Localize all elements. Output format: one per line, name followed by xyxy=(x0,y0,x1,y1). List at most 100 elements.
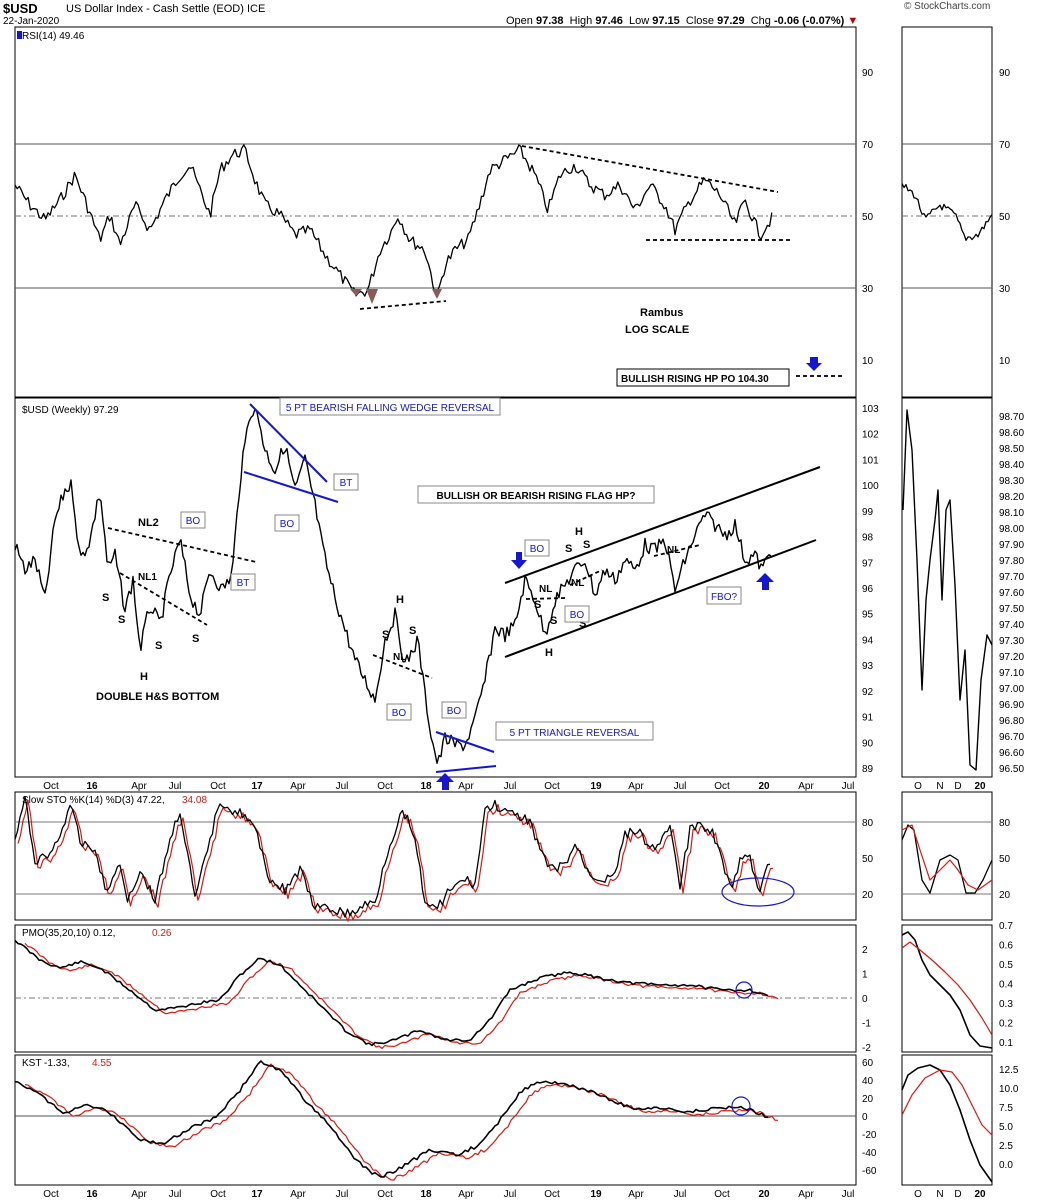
pmo-signal-line xyxy=(24,942,779,1050)
pmo-tick-label: -2 xyxy=(862,1043,871,1054)
price-tick-label: 103 xyxy=(862,404,879,415)
price-zoom-tick-label: 97.30 xyxy=(999,636,1024,647)
triangle-lower-line xyxy=(435,765,497,773)
x-tick-label: Apr xyxy=(131,781,147,792)
pmo-zoom-tick-label: 0.3 xyxy=(999,999,1013,1010)
flag-neckline-2 xyxy=(569,569,603,586)
x-tick-label: Oct xyxy=(210,781,226,792)
x-tick-label-bottom: Apr xyxy=(131,1189,147,1200)
x-tick-label-bottom: Apr xyxy=(798,1189,814,1200)
sto-k-line xyxy=(14,795,771,918)
sto-d-line xyxy=(17,799,774,922)
neckline-h-s-top xyxy=(372,654,433,679)
rsi-tick-label: 30 xyxy=(862,284,874,295)
x-tick-label: Jul xyxy=(842,781,855,792)
pmo-zoom-tick-label: 0.2 xyxy=(999,1019,1013,1030)
bullish-rising-hp-label: BULLISH RISING HP PO 104.30 xyxy=(621,374,769,385)
sto-zoom-tick-label: 20 xyxy=(999,890,1011,901)
sto-zoom-tick-label: 80 xyxy=(999,818,1011,829)
x-tick-label-bottom: Apr xyxy=(628,1189,644,1200)
price-zoom-tick-label: 96.60 xyxy=(999,748,1024,759)
kst-tick-label: 40 xyxy=(862,1076,874,1087)
price-tick-label: 90 xyxy=(862,738,874,749)
x-tick-label: Apr xyxy=(798,781,814,792)
kst-zoom-signal-line xyxy=(901,1069,993,1136)
down-arrow-icon: ▼ xyxy=(847,15,859,27)
x-tick-label-bottom: 17 xyxy=(251,1189,263,1200)
price-zoom-tick-label: 96.50 xyxy=(999,764,1024,775)
price-line xyxy=(14,408,772,764)
zoom-x-tick-label-bottom: 20 xyxy=(974,1189,986,1200)
kst-tick-label: -20 xyxy=(862,1130,877,1141)
x-tick-label: Apr xyxy=(458,781,474,792)
price-tick-label: 93 xyxy=(862,661,874,672)
price-zoom-line xyxy=(902,409,993,771)
zoom-panel-frame-pmo xyxy=(901,924,993,1053)
pmo-panel-label: PMO(35,20,10) 0.12, xyxy=(22,928,115,939)
shoulder-label: S xyxy=(102,592,109,604)
x-tick-label-bottom: Oct xyxy=(43,1189,59,1200)
bo-label-box xyxy=(180,511,206,529)
pmo-highlight-circle xyxy=(735,981,753,999)
bo-label: BO xyxy=(447,706,462,717)
price-tick-label: 100 xyxy=(862,481,879,492)
zoom-panel-frame-price xyxy=(901,397,993,778)
bo-label: BO xyxy=(570,610,585,621)
kst-panel-label: KST -1.33, xyxy=(22,1058,70,1069)
zoom-panel-frame-rsi xyxy=(901,26,993,398)
chart-date: 22-Jan-2020 xyxy=(3,16,60,27)
price-tick-label: 99 xyxy=(862,507,874,518)
x-tick-label: Oct xyxy=(714,781,730,792)
bo-label: BO xyxy=(186,516,201,527)
kst-zoom-tick-label: 0.0 xyxy=(999,1160,1013,1171)
wedge-lower-line xyxy=(243,471,339,503)
low-value: 97.15 xyxy=(652,15,680,27)
shoulder-label: S xyxy=(192,633,199,645)
bo-label-box xyxy=(386,703,412,721)
low-label: Low xyxy=(628,15,650,27)
sto-tick-label: 80 xyxy=(862,818,874,829)
price-tick-label: 96 xyxy=(862,584,874,595)
high-value: 97.46 xyxy=(595,15,623,27)
triangle-upper-line xyxy=(435,731,495,753)
price-zoom-tick-label: 97.50 xyxy=(999,604,1024,615)
price-zoom-tick-label: 96.70 xyxy=(999,732,1024,743)
kst-signal-line xyxy=(24,1063,779,1181)
flag-neckline-3 xyxy=(653,544,701,557)
price-zoom-tick-label: 98.10 xyxy=(999,508,1024,519)
high-label: High xyxy=(569,15,593,27)
x-tick-label-bottom: Oct xyxy=(544,1189,560,1200)
x-tick-label-bottom: Oct xyxy=(377,1189,393,1200)
zoom-x-tick-label: O xyxy=(914,781,922,792)
x-tick-label-bottom: 20 xyxy=(758,1189,770,1200)
nl-label: NL xyxy=(539,584,552,595)
x-tick-label-bottom: 18 xyxy=(420,1189,432,1200)
shoulder-label: S xyxy=(534,599,541,611)
sto-zoom-d-line xyxy=(901,824,993,891)
price-panel-label: $USD (Weekly) 97.29 xyxy=(22,405,119,416)
pmo-zoom-tick-label: 0.1 xyxy=(999,1038,1013,1049)
pmo-tick-label: 2 xyxy=(862,945,868,956)
bt-label: BT xyxy=(237,578,250,589)
nl1-label: NL1 xyxy=(138,572,157,583)
up-arrow-icon xyxy=(756,573,774,590)
head-label: H xyxy=(575,526,583,538)
zoom-panel-frame-sto xyxy=(901,791,993,921)
x-tick-label: 18 xyxy=(420,781,432,792)
pmo-tick-label: 1 xyxy=(862,970,868,981)
rsi-tick-label: 10 xyxy=(862,356,874,367)
x-tick-label: Oct xyxy=(377,781,393,792)
close-value: 97.29 xyxy=(717,15,745,27)
open-value: 97.38 xyxy=(535,15,564,27)
x-tick-label-bottom: Jul xyxy=(169,1189,182,1200)
zoom-panel-frame-kst xyxy=(901,1054,993,1186)
chart-name: US Dollar Index - Cash Settle (EOD) ICE xyxy=(66,3,266,15)
price-tick-label: 97 xyxy=(862,558,874,569)
pmo-tick-label: -1 xyxy=(862,1019,871,1030)
bo-label: BO xyxy=(530,544,545,555)
kst-highlight-circle xyxy=(731,1096,751,1116)
pmo-panel-label-red: 0.26 xyxy=(152,928,172,939)
neckline-2 xyxy=(107,527,257,563)
bo-label-box xyxy=(564,605,590,623)
